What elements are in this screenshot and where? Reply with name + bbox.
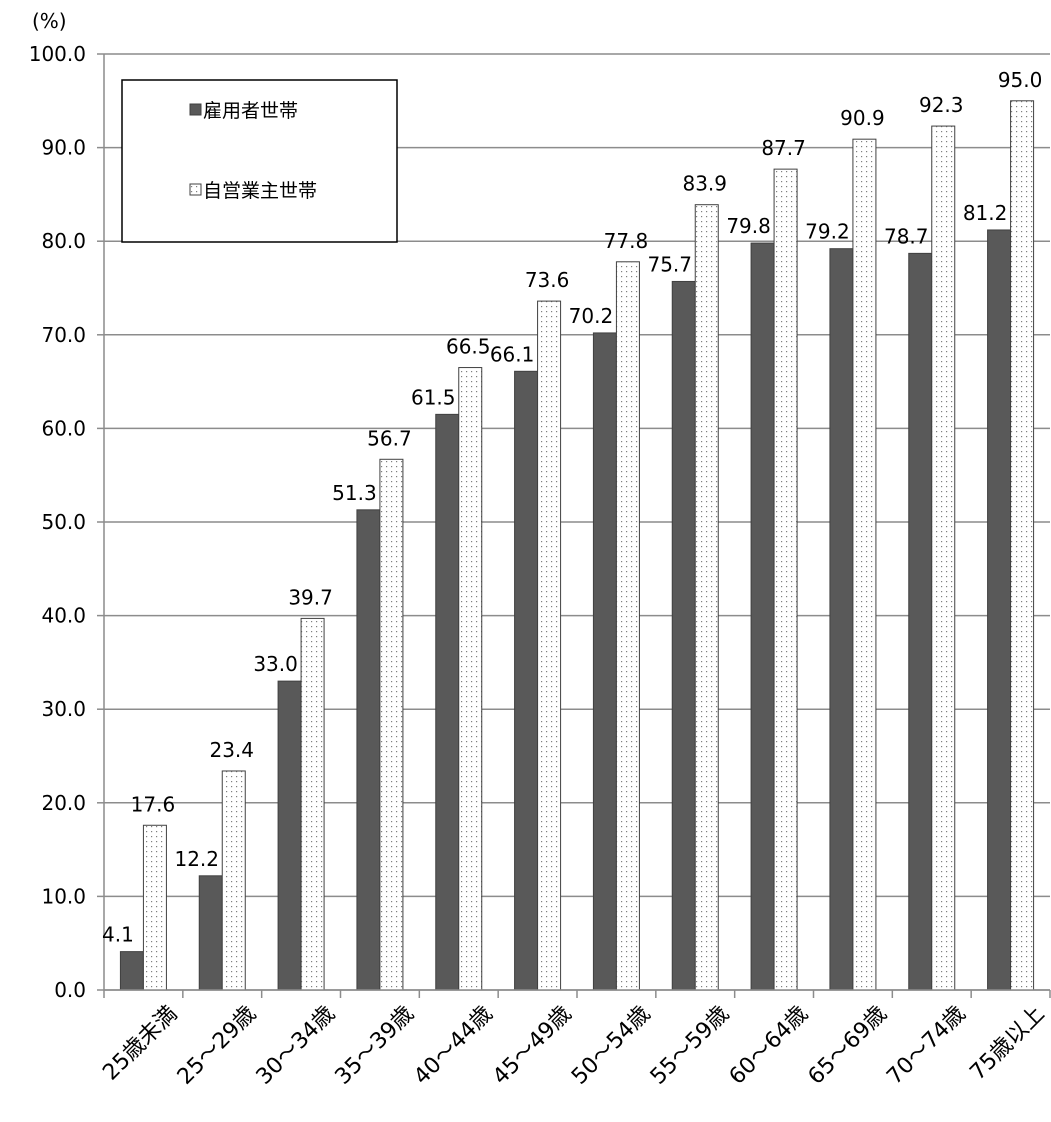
bar-self-employed-household [300, 617, 325, 991]
x-category-label: 65～69歳 [804, 1001, 892, 1089]
data-label-employee-household: 81.2 [963, 201, 1008, 225]
y-tick-label: 80.0 [41, 229, 86, 253]
y-tick-label: 40.0 [41, 604, 86, 628]
bar-employee-household [119, 951, 144, 991]
bar-self-employed-household [221, 770, 246, 991]
y-axis-unit: (%) [32, 9, 67, 33]
data-label-self-employed-household: 83.9 [682, 172, 727, 196]
y-tick-label: 30.0 [41, 697, 86, 721]
bar-self-employed-household [694, 204, 719, 991]
data-label-employee-household: 33.0 [253, 652, 298, 676]
data-label-self-employed-household: 95.0 [998, 68, 1043, 92]
bar-employee-household [829, 248, 854, 991]
x-axis: 25歳未満25～29歳30～34歳35～39歳40～44歳45～49歳50～54… [98, 989, 1051, 1090]
y-tick-label: 70.0 [41, 323, 86, 347]
legend-swatch-employee-household [189, 103, 202, 116]
data-label-self-employed-household: 66.5 [446, 335, 491, 359]
data-label-employee-household: 79.8 [726, 214, 771, 238]
x-category-label: 30～34歳 [252, 1001, 340, 1089]
bar-employee-household [750, 242, 775, 991]
data-label-employee-household: 4.1 [102, 923, 134, 947]
data-label-employee-household: 51.3 [332, 481, 377, 505]
data-label-employee-household: 70.2 [569, 304, 614, 328]
bar-self-employed-household [537, 300, 562, 991]
bar-self-employed-household [379, 458, 404, 991]
data-label-self-employed-household: 92.3 [919, 93, 964, 117]
data-label-employee-household: 61.5 [411, 385, 456, 409]
data-label-employee-household: 75.7 [647, 252, 692, 276]
bar-employee-household [435, 413, 460, 991]
x-category-label: 75歳以上 [965, 1001, 1049, 1085]
bar-self-employed-household [931, 125, 956, 991]
legend-swatch-self-employed-household [189, 183, 202, 196]
data-label-self-employed-household: 77.8 [604, 229, 649, 253]
x-category-label: 60～64歳 [725, 1001, 813, 1089]
data-label-employee-household: 12.2 [174, 847, 219, 871]
x-category-label: 35～39歳 [331, 1001, 419, 1089]
y-tick-label: 20.0 [41, 791, 86, 815]
data-label-self-employed-household: 23.4 [209, 738, 254, 762]
y-tick-label: 90.0 [41, 136, 86, 160]
data-label-self-employed-household: 73.6 [525, 268, 570, 292]
y-tick-label: 10.0 [41, 884, 86, 908]
bar-employee-household [198, 875, 223, 991]
x-category-label: 25～29歳 [173, 1001, 261, 1089]
legend-label-self-employed-household: 自営業主世帯 [203, 180, 317, 202]
legend-label-employee-household: 雇用者世帯 [203, 100, 298, 122]
gridlines [104, 53, 1050, 991]
bar-self-employed-household [852, 138, 877, 991]
x-category-label: 45～49歳 [488, 1001, 576, 1089]
data-label-self-employed-household: 39.7 [288, 585, 333, 609]
x-category-label: 50～54歳 [567, 1001, 655, 1089]
x-category-label: 40～44歳 [409, 1001, 497, 1089]
data-label-self-employed-household: 90.9 [840, 106, 885, 130]
bar-employee-household [908, 252, 933, 991]
bars [119, 100, 1035, 991]
bar-self-employed-household [458, 367, 483, 991]
bar-employee-household [356, 509, 381, 991]
y-tick-label: 0.0 [54, 978, 86, 1002]
x-category-label: 55～59歳 [646, 1001, 734, 1089]
data-label-self-employed-household: 17.6 [131, 792, 176, 816]
bar-self-employed-household [1010, 100, 1035, 991]
x-category-label: 25歳未満 [98, 1001, 182, 1085]
bar-self-employed-household [142, 824, 167, 991]
data-label-employee-household: 66.1 [490, 342, 535, 366]
legend-box [121, 79, 398, 243]
data-label-self-employed-household: 87.7 [761, 136, 806, 160]
y-tick-label: 60.0 [41, 416, 86, 440]
bar-employee-household [592, 332, 617, 991]
x-category-label: 70～74歳 [882, 1001, 970, 1089]
data-label-employee-household: 79.2 [805, 220, 850, 244]
bar-employee-household [277, 680, 302, 991]
y-tick-label: 50.0 [41, 510, 86, 534]
data-label-self-employed-household: 56.7 [367, 426, 412, 450]
bar-employee-household [514, 370, 539, 991]
bar-employee-household [671, 280, 696, 991]
y-tick-label: 100.0 [29, 42, 86, 66]
bar-employee-household [987, 229, 1012, 991]
data-label-employee-household: 78.7 [884, 224, 929, 248]
data-labels: 4.1 17.6 12.2 23.4 33.0 39.7 51.3 56.7 61.5 66.5 6… [102, 68, 1042, 947]
bar-self-employed-household [773, 168, 798, 991]
y-axis-ticks: 0.0 10.0 20.0 30.0 40.0 50.0 60.0 70.0 80.0 90.0 1… [29, 42, 105, 1002]
bar-self-employed-household [615, 261, 640, 991]
